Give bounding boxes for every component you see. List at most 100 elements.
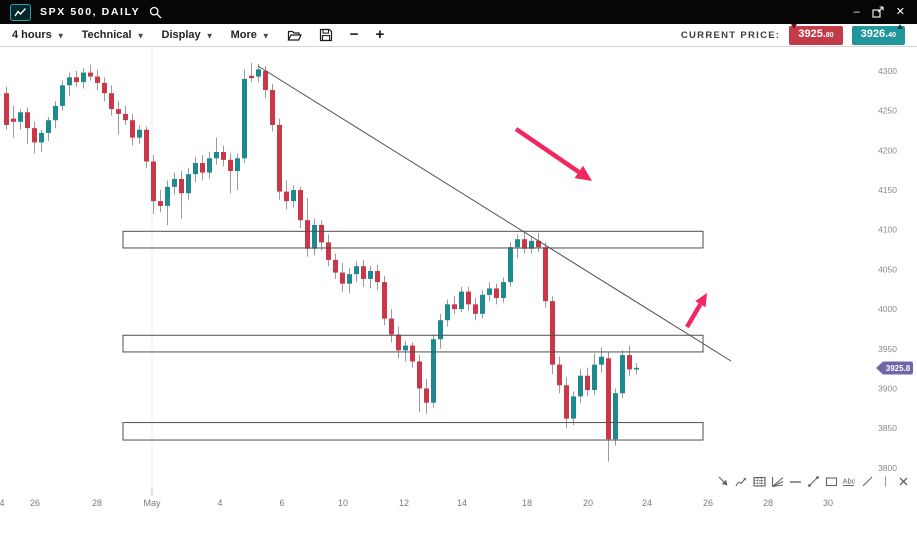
y-axis-label: 3950: [878, 344, 897, 354]
display-dropdown[interactable]: Display ▼: [162, 29, 214, 41]
buy-price-button[interactable]: 3926.40: [851, 23, 905, 45]
candle: [480, 294, 485, 314]
candle: [508, 247, 513, 283]
candle: [424, 388, 429, 403]
y-axis-label: 4200: [878, 145, 897, 155]
annotation-arrow-shaft[interactable]: [685, 303, 703, 329]
candle: [473, 304, 478, 314]
candle: [158, 201, 163, 206]
chevron-down-icon: ▼: [56, 31, 65, 40]
candle: [452, 304, 457, 310]
candle: [522, 239, 527, 249]
y-axis-label: 4050: [878, 264, 897, 274]
more-dropdown[interactable]: More ▼: [231, 29, 270, 41]
sell-price-button[interactable]: 3925.80: [789, 23, 843, 45]
diagonal-line-icon[interactable]: [859, 473, 875, 489]
candle: [396, 334, 401, 351]
candle: [102, 82, 107, 94]
candle: [256, 69, 261, 77]
candle: [109, 93, 114, 110]
save-icon[interactable]: [319, 28, 333, 42]
x-axis-label: 26: [30, 498, 40, 508]
candle: [501, 282, 506, 298]
y-axis-label: 3800: [878, 463, 897, 473]
minimize-button[interactable]: –: [853, 6, 860, 18]
candle: [4, 93, 9, 125]
candle: [368, 270, 373, 279]
candle: [46, 120, 51, 133]
candle: [60, 85, 65, 106]
candle: [571, 396, 576, 419]
candle: [291, 190, 296, 202]
horizontal-line-icon[interactable]: [787, 473, 803, 489]
annotation-arrow-head[interactable]: [695, 293, 707, 308]
y-axis-label: 3850: [878, 423, 897, 433]
trendline[interactable]: [257, 65, 732, 362]
x-axis-label: 14: [457, 498, 467, 508]
open-folder-icon[interactable]: [287, 29, 302, 42]
x-axis-label: 20: [583, 498, 593, 508]
current-price-tag: [876, 361, 913, 375]
candle: [137, 129, 142, 138]
annotation-arrow-shaft[interactable]: [514, 127, 581, 174]
candle: [361, 266, 366, 279]
x-axis-label: 18: [522, 498, 532, 508]
search-icon[interactable]: [149, 6, 162, 19]
elbow-arrow-icon[interactable]: [733, 473, 749, 489]
timeframe-dropdown[interactable]: 4 hours ▼: [12, 29, 65, 41]
candle: [382, 282, 387, 319]
candle: [417, 361, 422, 389]
current-price-label: CURRENT PRICE:: [680, 29, 781, 41]
candle: [438, 320, 443, 340]
zoom-out-button[interactable]: −: [349, 26, 359, 43]
close-button[interactable]: ✕: [895, 6, 905, 18]
candle: [67, 77, 72, 86]
candle: [543, 247, 548, 302]
titlebar: SPX 500, DAILY – ✕: [0, 0, 917, 24]
zone-rectangle[interactable]: [122, 230, 704, 249]
candle: [284, 191, 289, 202]
candle: [179, 178, 184, 194]
candle: [557, 364, 562, 386]
candle: [347, 274, 352, 284]
zoom-in-button[interactable]: +: [375, 26, 385, 43]
candle: [18, 112, 23, 122]
pointer-icon[interactable]: [715, 473, 731, 489]
candle: [585, 375, 590, 391]
x-axis-label: 26: [703, 498, 713, 508]
svg-text:Abc: Abc: [843, 476, 856, 485]
candle: [39, 132, 44, 143]
y-axis-label: 4250: [878, 106, 897, 116]
more-dropdown-label: More: [230, 29, 257, 41]
close-icon[interactable]: [895, 473, 911, 489]
candle: [95, 76, 100, 83]
fan-lines-icon[interactable]: [769, 473, 785, 489]
candle: [25, 112, 30, 129]
technical-dropdown[interactable]: Technical ▼: [82, 29, 145, 41]
trend-line-icon[interactable]: [805, 473, 821, 489]
candle: [389, 318, 394, 335]
x-axis-label: 4: [217, 498, 222, 508]
candle: [550, 301, 555, 365]
grid-icon[interactable]: [751, 473, 767, 489]
candle: [494, 288, 499, 298]
candle: [613, 393, 618, 440]
y-axis-label: 4150: [878, 185, 897, 195]
zone-rectangle[interactable]: [122, 422, 704, 441]
divider: [877, 473, 893, 489]
chart-title: SPX 500, DAILY: [40, 6, 141, 18]
text-icon[interactable]: Abc: [841, 473, 857, 489]
candle: [627, 355, 632, 370]
candle: [193, 163, 198, 175]
candle: [445, 304, 450, 321]
annotation-arrow-head[interactable]: [574, 165, 592, 181]
candle: [235, 158, 240, 171]
restore-button[interactable]: [872, 6, 884, 18]
candle: [529, 240, 534, 249]
candle: [403, 345, 408, 351]
rectangle-icon[interactable]: [823, 473, 839, 489]
candle: [375, 270, 380, 283]
candle: [172, 178, 177, 187]
main-toolbar: 4 hours ▼ Technical ▼ Display ▼ More ▼ − + C…: [0, 23, 917, 47]
